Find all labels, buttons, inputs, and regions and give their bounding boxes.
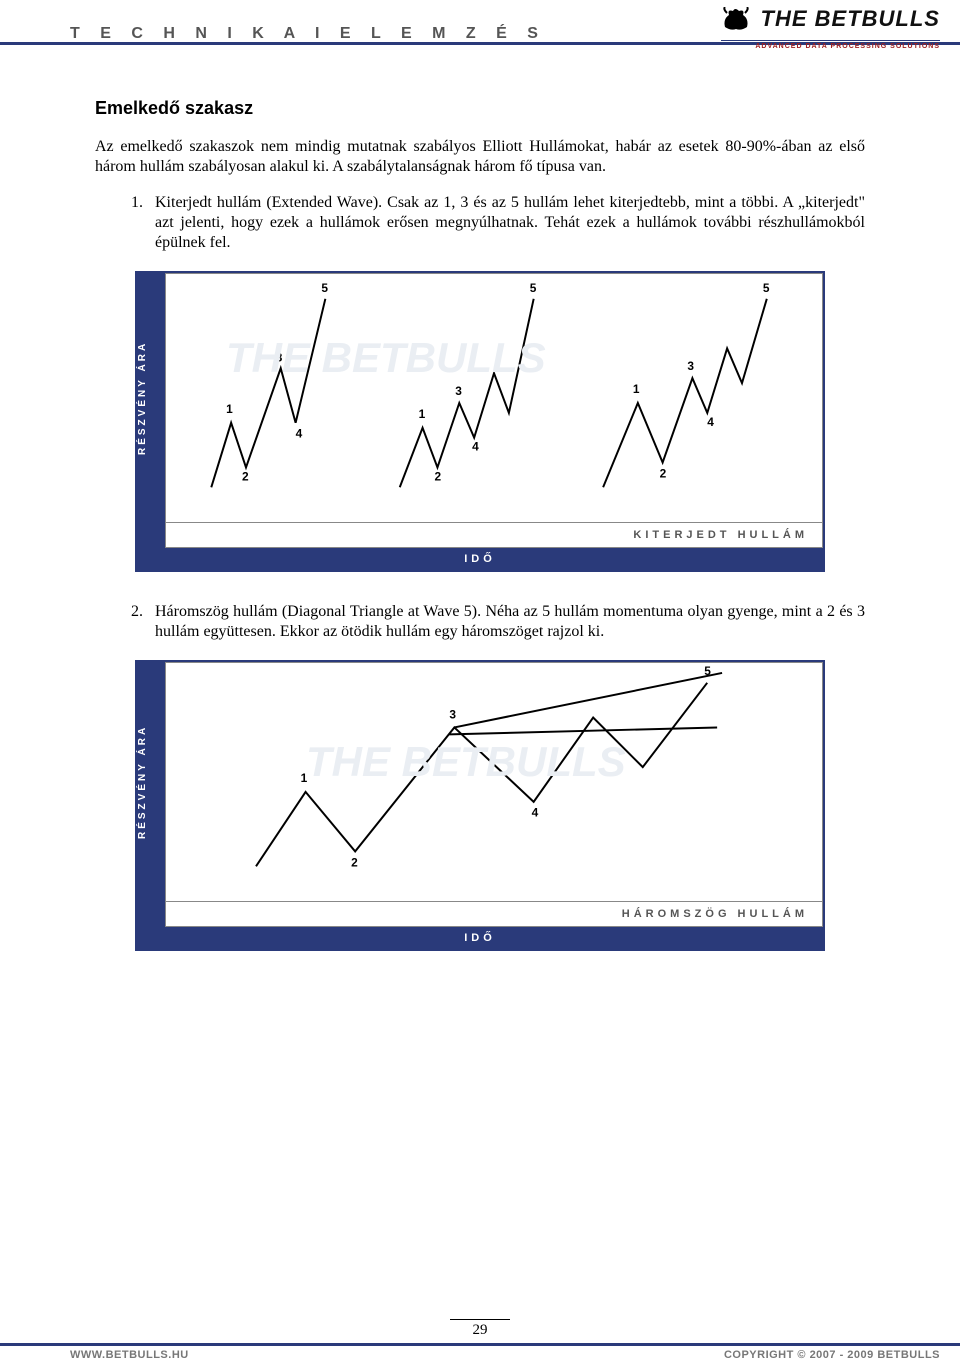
- chart-extended-wave: RÉSZVÉNY ÁRA THE BETBULLS 12345123451234…: [135, 271, 825, 572]
- logo-subtitle: ADVANCED DATA PROCESSING SOLUTIONS: [721, 40, 940, 50]
- svg-text:2: 2: [351, 855, 358, 869]
- svg-text:1: 1: [226, 402, 233, 416]
- svg-text:1: 1: [633, 382, 640, 396]
- list-number: 1.: [131, 193, 155, 253]
- logo-row: THE BETBULLS: [721, 6, 940, 38]
- svg-text:4: 4: [532, 806, 539, 820]
- page-footer: WWW.BETBULLS.HU COPYRIGHT © 2007 - 2009 …: [0, 1343, 960, 1367]
- x-axis-label: IDŐ: [137, 927, 823, 949]
- chart-caption-row: KITERJEDT HULLÁM: [137, 523, 823, 548]
- y-axis-label: RÉSZVÉNY ÁRA: [137, 662, 165, 902]
- chart-svg: 1 2 3 4 5: [166, 663, 822, 901]
- svg-text:4: 4: [707, 415, 714, 429]
- svg-text:3: 3: [276, 350, 283, 364]
- svg-text:4: 4: [296, 427, 303, 441]
- chart-plot: THE BETBULLS 12345: [165, 662, 823, 902]
- page-number-value: 29: [473, 1322, 488, 1338]
- chart-caption-row: HÁROMSZÖG HULLÁM: [137, 902, 823, 927]
- svg-text:3: 3: [687, 359, 694, 373]
- svg-text:2: 2: [660, 466, 667, 480]
- header-title: T E C H N I K A I E L E M Z É S: [70, 25, 546, 43]
- svg-text:5: 5: [763, 281, 770, 295]
- bull-icon: [721, 7, 751, 38]
- chart-svg: 1 2 3 4 5 1 2 3 4 5 1 2 3 4 5: [166, 274, 822, 522]
- caption-spacer: [137, 902, 165, 927]
- svg-text:4: 4: [472, 440, 479, 454]
- svg-text:3: 3: [449, 708, 456, 722]
- chart-caption: KITERJEDT HULLÁM: [165, 523, 823, 548]
- caption-spacer: [137, 523, 165, 548]
- footer-copyright: COPYRIGHT © 2007 - 2009 BETBULLS: [724, 1349, 940, 1361]
- svg-text:1: 1: [419, 407, 426, 421]
- page-number: 29: [0, 1319, 960, 1339]
- intro-paragraph: Az emelkedő szakaszok nem mindig mutatna…: [95, 137, 865, 177]
- svg-text:2: 2: [242, 469, 249, 483]
- x-axis-label: IDŐ: [137, 548, 823, 570]
- chart-caption: HÁROMSZÖG HULLÁM: [165, 902, 823, 927]
- svg-text:5: 5: [321, 281, 328, 295]
- chart-plot: THE BETBULLS 123451234512345: [165, 273, 823, 523]
- list-number: 2.: [131, 602, 155, 642]
- chart-area: RÉSZVÉNY ÁRA THE BETBULLS 12345: [137, 662, 823, 902]
- chart-triangle-wave: RÉSZVÉNY ÁRA THE BETBULLS 12345 HÁROMSZÖ…: [135, 660, 825, 951]
- chart-area: RÉSZVÉNY ÁRA THE BETBULLS 12345123451234…: [137, 273, 823, 523]
- section-title: Emelkedő szakasz: [95, 98, 865, 119]
- svg-text:5: 5: [530, 281, 537, 295]
- y-axis-label: RÉSZVÉNY ÁRA: [137, 273, 165, 523]
- page-number-rule: [450, 1319, 510, 1320]
- list-item-1: 1. Kiterjedt hullám (Extended Wave). Csa…: [131, 193, 865, 253]
- svg-text:5: 5: [704, 664, 711, 678]
- list-item-2: 2. Háromszög hullám (Diagonal Triangle a…: [131, 602, 865, 642]
- logo-text: THE BETBULLS: [761, 6, 940, 31]
- list-text: Háromszög hullám (Diagonal Triangle at W…: [155, 602, 865, 642]
- list-text: Kiterjedt hullám (Extended Wave). Csak a…: [155, 193, 865, 253]
- content: Emelkedő szakasz Az emelkedő szakaszok n…: [0, 58, 960, 951]
- svg-text:3: 3: [455, 384, 462, 398]
- logo: THE BETBULLS ADVANCED DATA PROCESSING SO…: [721, 6, 940, 50]
- footer-url: WWW.BETBULLS.HU: [70, 1349, 189, 1361]
- svg-text:1: 1: [301, 771, 308, 785]
- svg-text:2: 2: [434, 469, 441, 483]
